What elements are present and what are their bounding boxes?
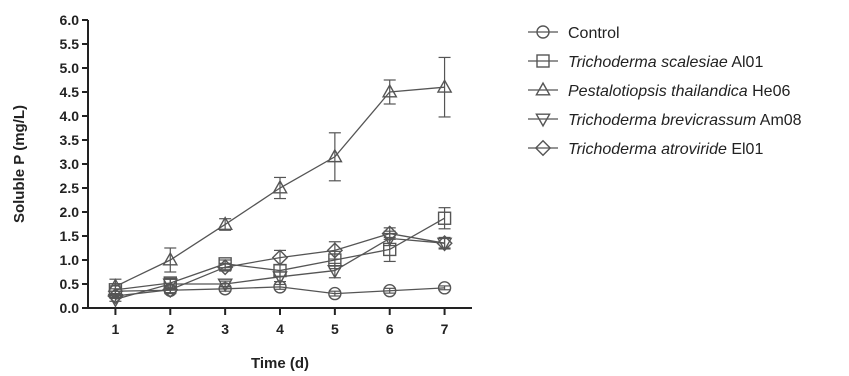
legend-item-3: Pestalotiopsis thailandica He06 [528,81,790,100]
legend-label-part: El01 [727,141,764,158]
legend-label: Trichoderma scalesiae Al01 [568,54,763,71]
data-point [383,284,397,298]
data-point [216,259,234,276]
y-tick-label: 5.0 [60,60,80,76]
y-tick-label: 2.5 [60,180,80,196]
data-point [107,287,124,305]
y-tick-label: 6.0 [60,12,80,28]
legend-marker [535,113,551,128]
legend-label: Pestalotiopsis thailandica He06 [568,83,790,100]
data-point [327,265,343,279]
y-tick-label: 1.5 [60,228,80,244]
y-tick-label: 3.0 [60,156,80,172]
x-tick-label: 6 [386,321,394,337]
x-tick-label: 1 [112,321,120,337]
legend-item-4: Trichoderma brevicrassum Am08 [528,112,802,129]
data-point [327,148,343,163]
x-tick-label: 5 [331,321,339,337]
legend: Control Trichoderma scalesiae Al01 Pestalo… [528,25,802,158]
legend-marker [536,25,550,39]
legend-label-part: Al01 [728,54,764,71]
data-point [272,179,288,194]
data-point [437,281,452,295]
legend-label-part: Trichoderma atroviride [568,141,727,158]
data-point [436,78,453,93]
legend-label-part: Trichoderma brevicrassum [568,112,756,129]
x-axis-label: Time (d) [251,355,309,372]
legend-marker [536,54,550,68]
legend-label-part: He06 [748,83,791,100]
legend-label: Trichoderma atroviride El01 [568,141,763,158]
y-tick-label: 2.0 [60,204,80,220]
y-tick-label: 4.0 [60,108,80,124]
data-point [107,278,124,292]
series-3 [107,56,453,295]
legend-label: Trichoderma brevicrassum Am08 [568,112,802,129]
y-tick-label: 1.0 [60,252,80,268]
data-point [326,242,344,259]
y-tick-label: 0.5 [60,276,80,292]
y-tick-label: 5.5 [60,36,80,52]
plot-area: 0.0 0.5 1.0 1.5 2.0 2.5 3.0 3.5 4.0 4.5 5.0 5.5 6.0 1… [60,12,472,337]
y-tick-label: 4.5 [60,84,80,100]
y-tick-label: 0.0 [60,300,80,316]
data-point [217,216,233,231]
legend-label: Control [568,25,620,42]
legend-marker [535,81,551,96]
data-point [381,83,398,98]
x-tick-label: 7 [441,321,449,337]
legend-label-part: Am08 [756,112,801,129]
x-tick-label: 3 [221,321,229,337]
legend-label-part: Trichoderma scalesiae [568,54,728,71]
y-tick-label: 3.5 [60,132,80,148]
data-point [436,235,453,252]
data-point [162,281,179,298]
data-point [271,249,289,266]
legend-marker [534,139,552,157]
x-tick-label: 4 [276,321,284,337]
legend-item-5: Trichoderma atroviride El01 [528,139,763,158]
legend-item-2: Trichoderma scalesiae Al01 [528,54,763,71]
data-point [381,225,398,242]
data-point [217,278,233,293]
data-point [328,286,342,301]
x-tick-label: 2 [166,321,174,337]
series-5 [107,225,453,305]
legend-item-1: Control [528,25,620,42]
data-point [162,251,179,266]
data-point [437,211,452,225]
y-axis-label: Soluble P (mg/L) [11,105,28,223]
legend-label-part: Control [568,25,620,42]
legend-label-part: Pestalotiopsis thailandica [568,83,748,100]
data-point [272,271,288,286]
